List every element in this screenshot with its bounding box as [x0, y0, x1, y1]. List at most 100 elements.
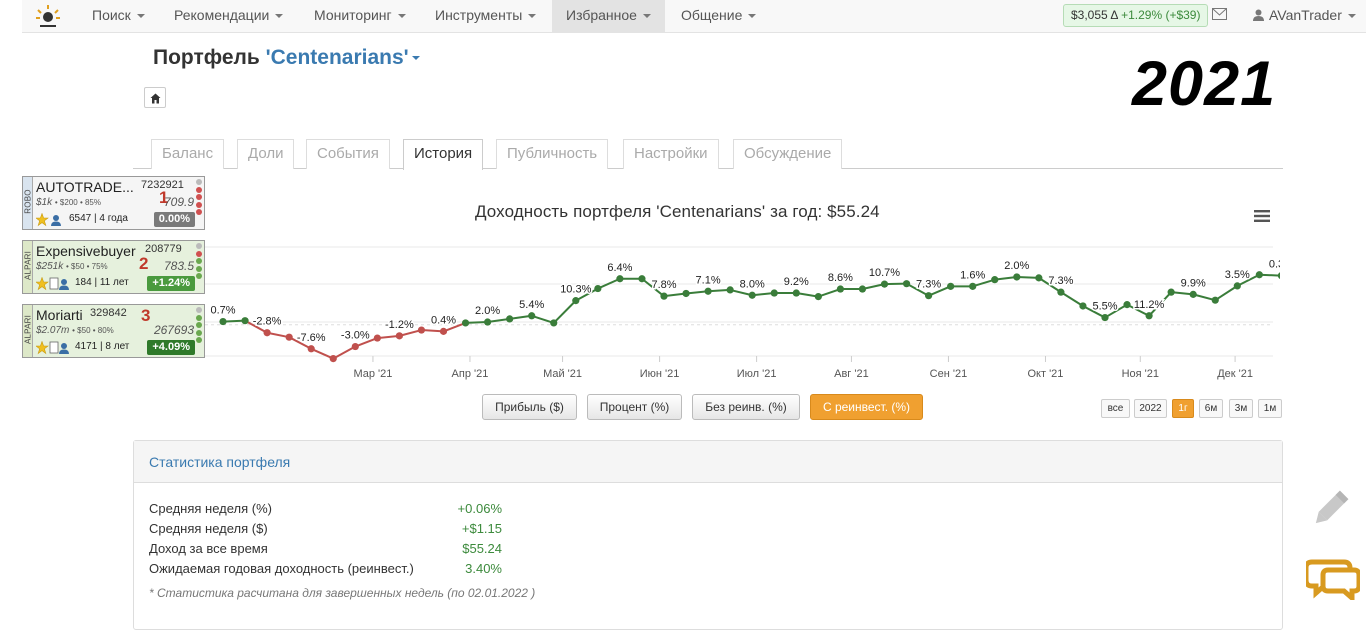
data-point [749, 292, 756, 299]
card-name: AUTOTRADE... [36, 179, 134, 195]
data-label: 2.0% [1004, 260, 1029, 272]
card-return-badge: +4.09% [147, 340, 195, 355]
user-menu[interactable]: AVanTrader [1253, 0, 1356, 32]
year-overlay: 2021 [1132, 48, 1276, 120]
hamburger-menu-icon[interactable] [1254, 210, 1270, 222]
card-subinfo: $1k • $200 • 85% [36, 197, 101, 208]
data-label: 0.7% [210, 305, 235, 317]
range-1y-button[interactable]: 1г [1172, 399, 1194, 418]
data-point [991, 276, 998, 283]
data-point [1079, 302, 1086, 309]
tab-publicity[interactable]: Публичность [496, 139, 608, 169]
chevron-down-icon [398, 14, 406, 18]
data-label: 2.0% [475, 305, 500, 317]
nav-favorites[interactable]: Избранное [552, 0, 665, 32]
nav-community[interactable]: Общение [667, 0, 770, 32]
no-reinvest-button[interactable]: Без реинв. (%) [692, 394, 800, 420]
balance-badge[interactable]: $3,055 Δ +1.29% (+$39) [1063, 4, 1208, 27]
nav-monitoring[interactable]: Мониторинг [300, 0, 420, 32]
tab-events[interactable]: События [306, 139, 390, 169]
card-subinfo: $2.07m • $50 • 80% [36, 325, 114, 336]
stat-label: Ожидаемая годовая доходность (реинвест.) [149, 561, 414, 576]
stats-heading: Статистика портфеля [134, 441, 1282, 483]
card-rank: 3 [141, 306, 150, 326]
data-label: 11.2% [1134, 299, 1165, 311]
data-label: -7.6% [297, 332, 326, 344]
portfolio-stats-panel: Статистика портфеля Средняя неделя (%) +… [133, 440, 1283, 630]
data-point [1190, 291, 1197, 298]
stats-footnote: * Статистика расчитана для завершенных н… [149, 586, 535, 600]
logo-icon[interactable] [34, 4, 62, 28]
nav-search[interactable]: Поиск [78, 0, 159, 32]
rating-icons [36, 341, 70, 355]
data-point [682, 290, 689, 297]
user-icon [1253, 9, 1264, 21]
tab-shares[interactable]: Доли [237, 139, 294, 169]
strategy-card[interactable]: ALPARI Expensivebuyer 208779 2 $251k • $… [22, 240, 205, 294]
data-point [219, 318, 226, 325]
data-point [771, 289, 778, 296]
data-label: 9.9% [1181, 277, 1206, 289]
data-point [550, 319, 557, 326]
portfolio-tabs: Баланс Доли События История Публичность … [133, 138, 1283, 169]
data-point [793, 289, 800, 296]
card-name: Expensivebuyer [36, 243, 136, 259]
range-1m-button[interactable]: 1м [1258, 399, 1282, 418]
data-point [837, 285, 844, 292]
home-button[interactable] [144, 87, 166, 108]
status-dots [196, 243, 203, 281]
data-point [1013, 273, 1020, 280]
broker-label: ALPARI [23, 305, 33, 357]
range-all-button[interactable]: все [1101, 399, 1130, 418]
tab-balance[interactable]: Баланс [151, 139, 224, 169]
data-label: 1.6% [960, 269, 985, 281]
tab-history[interactable]: История [403, 139, 483, 170]
nav-tools[interactable]: Инструменты [421, 0, 550, 32]
data-point [462, 319, 469, 326]
percent-button[interactable]: Процент (%) [587, 394, 682, 420]
profit-button[interactable]: Прибыль ($) [482, 394, 577, 420]
data-point [374, 334, 381, 341]
status-dots [196, 179, 203, 217]
line-segment [1215, 286, 1237, 300]
data-label: 8.6% [828, 272, 853, 284]
data-point [727, 286, 734, 293]
range-6m-button[interactable]: 6м [1199, 399, 1223, 418]
strategy-card[interactable]: ALPARI Moriarti 329842 3 $2.07m • $50 • … [22, 304, 205, 358]
data-label: 10.7% [869, 267, 900, 279]
data-point [286, 334, 293, 341]
page-title: Портфель 'Centenarians' [153, 46, 420, 70]
broker-label: ALPARI [23, 241, 33, 293]
card-name: Moriarti [36, 307, 83, 323]
reinvest-button[interactable]: С реинвест. (%) [810, 394, 923, 420]
range-3m-button[interactable]: 3м [1229, 399, 1253, 418]
data-point [1123, 301, 1130, 308]
x-tick-label: Авг '21 [834, 368, 869, 380]
history-line-chart: 0.7%-2.8%-7.6%-3.0%-1.2%0.4%2.0%5.4%10.3… [205, 235, 1280, 385]
nav-recommendations[interactable]: Рекомендации [160, 0, 297, 32]
top-navbar: Поиск Рекомендации Мониторинг Инструмент… [22, 0, 1366, 33]
chevron-down-icon [748, 14, 756, 18]
data-point [815, 293, 822, 300]
strategy-card[interactable]: ROBO AUTOTRADE... 7232921 1 $1k • $200 •… [22, 176, 205, 230]
chevron-down-icon[interactable] [412, 56, 420, 60]
mail-icon[interactable] [1212, 8, 1227, 20]
data-point [264, 329, 271, 336]
data-label: 0.4% [431, 314, 456, 326]
range-2022-button[interactable]: 2022 [1134, 399, 1167, 418]
card-subscribers: 184 | 11 лет [75, 277, 129, 288]
data-point [1278, 272, 1280, 279]
x-tick-label: Ноя '21 [1122, 368, 1159, 380]
chat-icon[interactable] [1306, 556, 1360, 600]
data-point [1256, 271, 1263, 278]
card-subscribers: 4171 | 8 лет [75, 341, 129, 352]
data-label: 5.4% [519, 299, 544, 311]
pencil-icon[interactable] [1308, 487, 1352, 531]
data-point [1168, 289, 1175, 296]
portfolio-name-dropdown[interactable]: 'Centenarians' [266, 46, 409, 69]
rating-icons [36, 277, 70, 291]
data-point [1212, 297, 1219, 304]
tab-settings[interactable]: Настройки [623, 139, 719, 169]
tab-discussion[interactable]: Обсуждение [733, 139, 842, 169]
data-label: -3.0% [341, 330, 370, 342]
